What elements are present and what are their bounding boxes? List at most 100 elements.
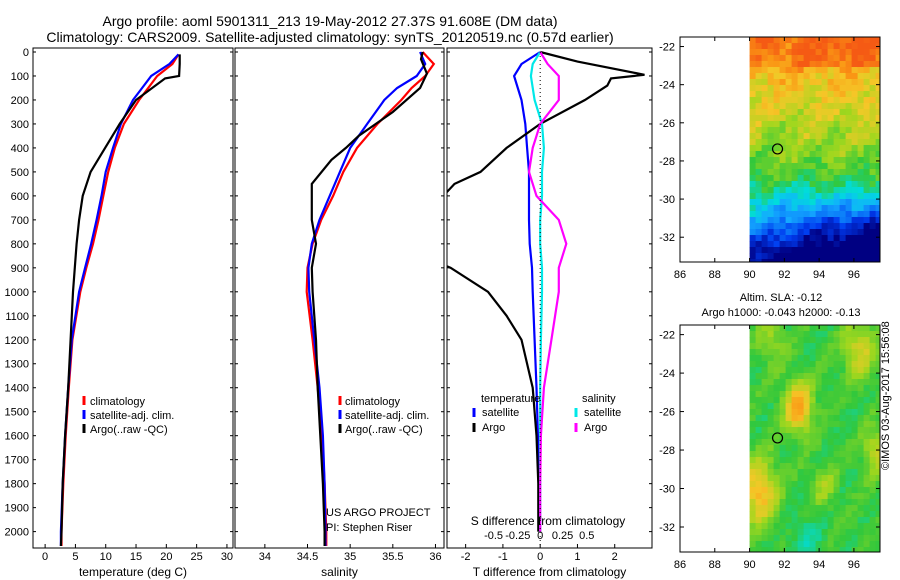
salinity-diff-xlabel: S difference from climatology <box>471 514 626 528</box>
difference-xtick-label: 1 <box>574 551 580 563</box>
sla-map-subtitle: Argo h1000: -0.043 h2000: -0.13 <box>701 307 860 319</box>
temperature-xtick-label: 25 <box>191 551 203 563</box>
depth-tick-label: 1000 <box>5 287 29 299</box>
temperature-xtick-label: 5 <box>72 551 78 563</box>
sst_map-xtick-label: 92 <box>778 269 790 281</box>
depth-tick-label: 100 <box>11 71 29 83</box>
depth-tick-label: 700 <box>11 215 29 227</box>
diff-legend-label: satellite <box>584 407 621 419</box>
temperature-xtick-label: 15 <box>130 551 142 563</box>
salinity-diff-tick-label: -0.5 <box>484 530 503 542</box>
temperature-xtick-label: 0 <box>42 551 48 563</box>
difference-line-t <box>512 51 541 532</box>
temperature-xtick-label: 20 <box>160 551 172 563</box>
temperature-xtick-label: 30 <box>221 551 233 563</box>
difference-series-group <box>447 50 645 532</box>
salinity-frame <box>234 47 445 549</box>
depth-tick-label: 600 <box>11 191 29 203</box>
salinity-xtick-label: 35 <box>344 551 356 563</box>
salinity-legend-label: satellite-adj. clim. <box>345 410 429 422</box>
difference-line-s <box>529 51 546 532</box>
temperature-line-argoraw <box>59 54 181 547</box>
temperature-xlabel: temperature (deg C) <box>79 565 187 579</box>
salinity-line-argoraw <box>310 51 429 546</box>
sla_map-ytick-label: -24 <box>659 368 675 380</box>
sst_map-frame <box>679 36 881 263</box>
sst_map-ytick-label: -30 <box>659 194 675 206</box>
sla_map-argo-marker <box>771 432 784 444</box>
salinity-xtick-label: 36 <box>429 551 441 563</box>
diff-legend-temperature-heading: temperature <box>481 393 540 405</box>
depth-tick-label: 1200 <box>5 335 29 347</box>
salinity-series-group <box>305 51 436 546</box>
sst_map-xtick-label: 86 <box>674 269 686 281</box>
depth-tick-label: 200 <box>11 95 29 107</box>
temperature-series-group <box>59 53 181 547</box>
salinity-diff-tick-label: 0.5 <box>579 530 594 542</box>
title-line-1: Argo profile: aoml 5901311_213 19-May-20… <box>102 13 558 29</box>
sst_map-xtick-label: 94 <box>813 269 825 281</box>
depth-tick-label: 1700 <box>5 455 29 467</box>
salinity-xtick-label: 34 <box>259 551 271 563</box>
sla_map-xtick-label: 90 <box>743 559 755 571</box>
salinity-line-climatology <box>305 51 436 546</box>
depth-tick-label: 800 <box>11 239 29 251</box>
difference-xtick-label: 2 <box>612 551 618 563</box>
difference-frame <box>446 47 653 549</box>
salinity-legend-label: Argo(..raw -QC) <box>345 424 423 436</box>
depth-tick-label: 1600 <box>5 431 29 443</box>
difference-line-t <box>447 50 645 532</box>
sla_map-xtick-label: 88 <box>709 559 721 571</box>
project-annotation: US ARGO PROJECT <box>326 507 431 519</box>
sla_map-ytick-label: -26 <box>659 407 675 419</box>
salinity-xtick-label: 34.5 <box>297 551 318 563</box>
depth-tick-label: 1800 <box>5 479 29 491</box>
sst_map-heatmap-cells <box>749 37 881 263</box>
difference-xlabel: T difference from climatology <box>473 565 627 579</box>
sst_map-ytick-label: -22 <box>659 42 675 54</box>
sla_map-ytick-label: -22 <box>659 330 675 342</box>
sla_map-xtick-label: 96 <box>848 559 860 571</box>
difference-xtick-label: -2 <box>461 551 471 563</box>
sst_map-ytick-label: -28 <box>659 156 675 168</box>
difference-line-s <box>527 51 568 532</box>
sla_map-ytick-label: -30 <box>659 484 675 496</box>
depth-tick-label: 1300 <box>5 359 29 371</box>
temperature-frame <box>32 47 234 549</box>
salinity-diff-tick-label: 0 <box>537 530 543 542</box>
depth-tick-label: 1500 <box>5 407 29 419</box>
sst_map-ytick-label: -32 <box>659 232 675 244</box>
diff-legend-salinity-heading: salinity <box>582 393 616 405</box>
sla_map-heatmap-cells <box>749 325 881 553</box>
diff-legend-label: Argo <box>482 422 505 434</box>
sla_map-xtick-label: 86 <box>674 559 686 571</box>
sla_map-ytick-label: -32 <box>659 522 675 534</box>
salinity-line-satelliteadj <box>307 51 427 546</box>
depth-tick-label: 400 <box>11 143 29 155</box>
temperature-legend-label: Argo(..raw -QC) <box>90 424 168 436</box>
diff-legend-label: satellite <box>482 407 519 419</box>
title-line-2: Climatology: CARS2009. Satellite-adjuste… <box>46 29 614 45</box>
sla-map-title: Altim. SLA: -0.12 <box>740 292 823 304</box>
sst_map-xtick-label: 88 <box>709 269 721 281</box>
difference-xtick-label: 0 <box>537 551 543 563</box>
depth-tick-label: 300 <box>11 119 29 131</box>
depth-tick-label: 1100 <box>5 311 29 323</box>
sst_map-xtick-label: 90 <box>743 269 755 281</box>
sla_map-xtick-label: 94 <box>813 559 825 571</box>
salinity-diff-tick-label: 0.25 <box>552 530 573 542</box>
sla_map-frame <box>679 324 881 553</box>
sst_map-xtick-label: 96 <box>848 269 860 281</box>
temperature-legend-label: climatology <box>90 396 146 408</box>
sst_map-argo-marker <box>771 143 784 155</box>
sst_map-ytick-label: -24 <box>659 80 675 92</box>
credit-text: ©IMOS 03-Aug-2017 15:56:08 <box>880 321 892 470</box>
depth-tick-label: 1900 <box>5 503 29 515</box>
depth-tick-label: 2000 <box>5 527 29 539</box>
depth-tick-label: 0 <box>23 47 29 59</box>
salinity-diff-tick-label: -0.25 <box>505 530 530 542</box>
sla_map-xtick-label: 92 <box>778 559 790 571</box>
depth-tick-label: 500 <box>11 167 29 179</box>
temperature-legend-label: satellite-adj. clim. <box>90 410 174 422</box>
